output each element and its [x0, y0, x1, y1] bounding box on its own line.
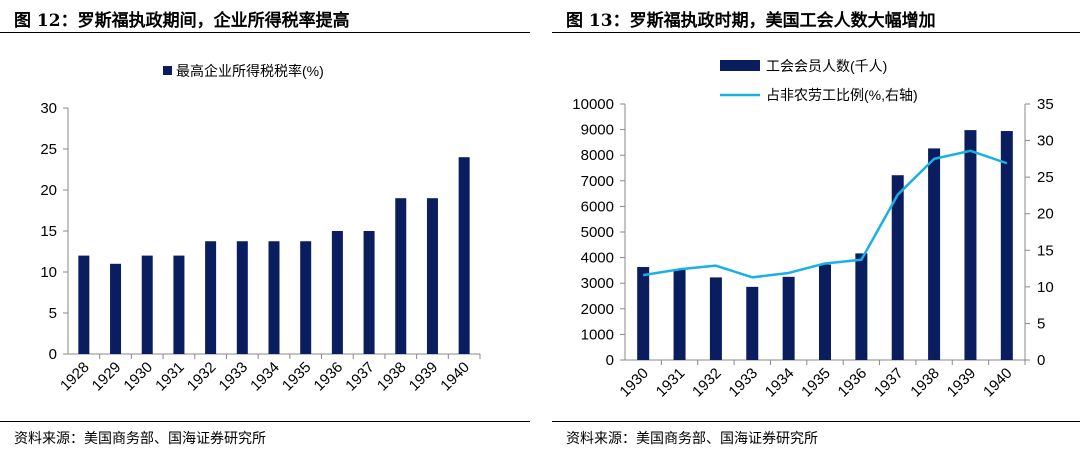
y2-tick-label: 5 — [1037, 315, 1045, 332]
x-tick-label: 1940 — [437, 359, 473, 395]
legend-swatch-bar — [720, 60, 760, 71]
x-tick-label: 1934 — [247, 359, 283, 395]
y-tick-label: 10000 — [572, 96, 614, 113]
union-membership-combo-chart: 0100020003000400050006000700080009000100… — [572, 58, 1054, 401]
y-tick-label: 3000 — [581, 275, 614, 292]
bar — [782, 276, 795, 360]
x-tick-label: 1933 — [216, 359, 252, 395]
x-tick-label: 1931 — [653, 365, 689, 401]
y-tick-label: 30 — [40, 100, 57, 117]
bar — [928, 148, 941, 360]
bar — [110, 263, 122, 354]
x-tick-label: 1930 — [120, 359, 156, 395]
x-tick-label: 1940 — [980, 365, 1016, 401]
bar — [458, 157, 470, 354]
legend-label: 最高企业所得税税率(%) — [176, 63, 324, 79]
bar — [236, 241, 248, 354]
x-tick-label: 1939 — [406, 359, 442, 395]
y-tick-label: 8000 — [581, 147, 614, 164]
x-tick-label: 1938 — [907, 365, 943, 401]
y-tick-label: 20 — [40, 182, 57, 199]
y-tick-label: 9000 — [581, 122, 614, 139]
y-tick-label: 1000 — [581, 326, 614, 343]
bar — [173, 255, 185, 354]
legend-swatch — [163, 66, 172, 75]
figure-13-title: 图 13：罗斯福执政时期，美国工会人数大幅增加 — [566, 11, 936, 31]
bar — [709, 277, 722, 360]
y2-tick-label: 20 — [1037, 206, 1054, 223]
y-tick-label: 25 — [40, 141, 57, 158]
y-tick-label: 15 — [40, 223, 57, 240]
x-tick-label: 1935 — [279, 359, 315, 395]
x-tick-label: 1931 — [152, 359, 188, 395]
bar — [1000, 131, 1013, 360]
x-tick-label: 1932 — [184, 359, 220, 395]
bar — [964, 130, 977, 360]
x-tick-label: 1928 — [57, 359, 93, 395]
bar — [78, 255, 90, 354]
y-tick-label: 5 — [49, 305, 57, 322]
figure-12-panel: 图 12：罗斯福执政期间，企业所得税率提高 0 5 10 15 20 25 30 1928 19… — [0, 0, 530, 458]
x-tick-label: 1937 — [342, 359, 378, 395]
bar — [891, 175, 904, 360]
x-tick-label: 1936 — [835, 365, 871, 401]
tax-rate-bar-chart: 0 5 10 15 20 25 30 1928192919301931193219331934… — [40, 63, 481, 395]
source-divider — [552, 421, 1080, 422]
bar — [205, 241, 217, 354]
y-tick-label: 4000 — [581, 250, 614, 267]
y-tick-label: 2000 — [581, 301, 614, 318]
x-tick-label: 1938 — [374, 359, 410, 395]
y2-tick-label: 25 — [1037, 169, 1054, 186]
bar — [819, 264, 831, 360]
bar — [673, 269, 686, 360]
figure-13-source: 资料来源：美国商务部、国海证券研究所 — [566, 431, 818, 447]
bar — [637, 267, 650, 360]
x-tick-label: 1934 — [762, 365, 798, 401]
x-tick-label: 1939 — [944, 365, 980, 401]
bar — [363, 231, 375, 354]
figure-13-panel: 图 13：罗斯福执政时期，美国工会人数大幅增加 0 1000 2000 3000 400… — [552, 0, 1080, 458]
legend-label-line: 占非农劳工比例(%,右轴) — [766, 87, 918, 103]
bar — [426, 198, 438, 354]
y-tick-label: 7000 — [581, 173, 614, 190]
x-tick-label: 1935 — [798, 365, 834, 401]
figure-12-title: 图 12：罗斯福执政期间，企业所得税率提高 — [14, 11, 350, 31]
y-tick-label: 0 — [49, 346, 57, 363]
x-tick-label: 1932 — [689, 365, 725, 401]
y-tick-label: 6000 — [581, 198, 614, 215]
bar — [746, 286, 759, 360]
y2-tick-label: 30 — [1037, 133, 1054, 150]
union-share-line — [642, 149, 1008, 279]
y2-tick-label: 0 — [1037, 352, 1045, 369]
x-tick-label: 1936 — [311, 359, 347, 395]
x-tick-label: 1930 — [616, 365, 652, 401]
x-tick-label: 1929 — [89, 359, 125, 395]
legend-label-bar: 工会会员人数(千人) — [766, 58, 887, 74]
y-tick-label: 0 — [606, 352, 614, 369]
y-tick-label: 5000 — [581, 224, 614, 241]
bar — [268, 241, 280, 354]
y2-tick-label: 10 — [1037, 279, 1054, 296]
bar — [331, 231, 343, 354]
y2-tick-label: 15 — [1037, 242, 1054, 259]
y2-tick-label: 35 — [1037, 96, 1054, 113]
x-tick-label: 1933 — [725, 365, 761, 401]
title-divider — [552, 32, 1080, 33]
bar — [855, 253, 868, 360]
bar — [395, 198, 407, 354]
title-divider — [0, 32, 530, 33]
bar — [300, 241, 312, 354]
bar — [141, 255, 153, 354]
source-divider — [0, 421, 530, 422]
x-tick-label: 1937 — [871, 365, 907, 401]
y-tick-label: 10 — [40, 264, 57, 281]
figure-12-source: 资料来源：美国商务部、国海证券研究所 — [14, 431, 266, 447]
